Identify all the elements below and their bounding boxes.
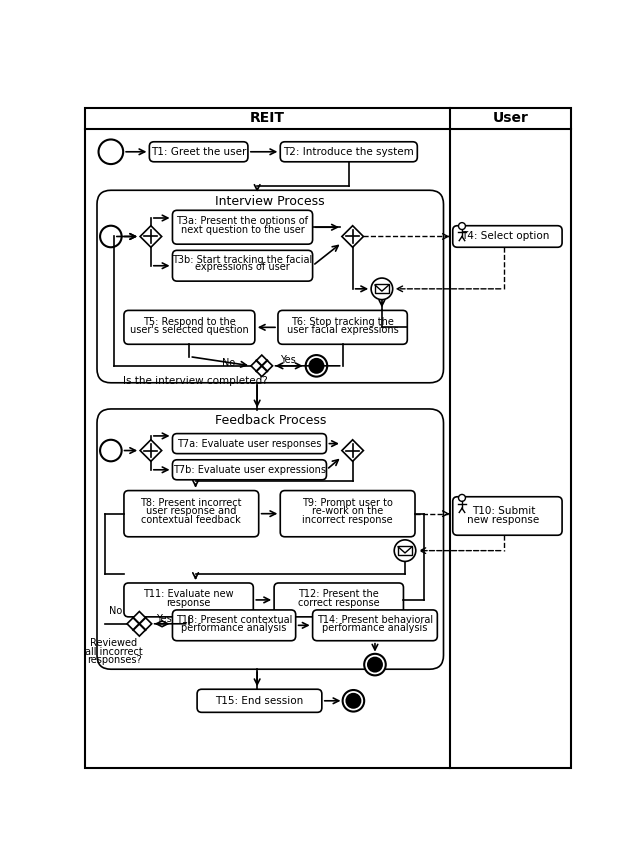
FancyBboxPatch shape bbox=[274, 583, 403, 616]
Circle shape bbox=[364, 654, 386, 675]
Text: new response: new response bbox=[467, 515, 540, 525]
Text: expressions of user: expressions of user bbox=[195, 263, 290, 272]
Text: T15: End session: T15: End session bbox=[215, 696, 303, 706]
Text: Feedback Process: Feedback Process bbox=[214, 414, 326, 427]
Text: T3a: Present the options of: T3a: Present the options of bbox=[177, 216, 308, 226]
FancyBboxPatch shape bbox=[280, 142, 417, 162]
Text: Yes: Yes bbox=[280, 355, 296, 366]
Polygon shape bbox=[342, 225, 364, 247]
Circle shape bbox=[100, 440, 122, 461]
FancyBboxPatch shape bbox=[97, 190, 444, 382]
FancyBboxPatch shape bbox=[312, 610, 437, 641]
Text: T12: Present the: T12: Present the bbox=[298, 589, 379, 599]
Bar bbox=[398, 546, 412, 555]
FancyBboxPatch shape bbox=[172, 211, 312, 244]
FancyBboxPatch shape bbox=[97, 409, 444, 669]
Text: T3b: Start tracking the facial: T3b: Start tracking the facial bbox=[172, 255, 313, 264]
Text: T8: Present incorrect: T8: Present incorrect bbox=[140, 498, 242, 508]
FancyBboxPatch shape bbox=[124, 583, 253, 616]
Circle shape bbox=[458, 494, 465, 501]
Text: T10: Submit: T10: Submit bbox=[472, 505, 535, 516]
Text: response: response bbox=[166, 598, 211, 608]
Text: T6: Stop tracking the: T6: Stop tracking the bbox=[291, 317, 394, 327]
Text: correct response: correct response bbox=[298, 598, 380, 608]
Text: T11: Evaluate new: T11: Evaluate new bbox=[143, 589, 234, 599]
Text: incorrect response: incorrect response bbox=[302, 515, 392, 525]
Polygon shape bbox=[342, 440, 364, 461]
Text: No: No bbox=[109, 606, 122, 616]
FancyBboxPatch shape bbox=[452, 225, 562, 247]
Circle shape bbox=[306, 355, 327, 376]
Text: REIT: REIT bbox=[250, 111, 285, 125]
FancyBboxPatch shape bbox=[172, 460, 326, 479]
Text: T2: Introduce the system: T2: Introduce the system bbox=[284, 147, 414, 157]
Text: No: No bbox=[222, 358, 236, 368]
Circle shape bbox=[342, 690, 364, 712]
Text: responses?: responses? bbox=[86, 655, 141, 665]
Circle shape bbox=[371, 278, 393, 300]
Text: Is the interview completed?: Is the interview completed? bbox=[123, 376, 268, 386]
Text: contextual feedback: contextual feedback bbox=[141, 515, 241, 525]
Polygon shape bbox=[140, 225, 162, 247]
Text: performance analysis: performance analysis bbox=[181, 623, 287, 634]
Text: User: User bbox=[493, 111, 529, 125]
Text: user facial expressions: user facial expressions bbox=[287, 325, 399, 336]
Text: Reviewed: Reviewed bbox=[90, 638, 138, 648]
Text: T1: Greet the user: T1: Greet the user bbox=[151, 147, 246, 157]
FancyBboxPatch shape bbox=[197, 689, 322, 713]
Text: user's selected question: user's selected question bbox=[130, 325, 249, 336]
Text: performance analysis: performance analysis bbox=[323, 623, 428, 634]
Text: T5: Respond to the: T5: Respond to the bbox=[143, 317, 236, 327]
Circle shape bbox=[99, 140, 123, 164]
Polygon shape bbox=[127, 611, 152, 636]
FancyBboxPatch shape bbox=[124, 491, 259, 537]
FancyBboxPatch shape bbox=[172, 251, 312, 281]
Text: re-work on the: re-work on the bbox=[312, 506, 383, 517]
Text: Interview Process: Interview Process bbox=[216, 195, 325, 208]
Text: T7a: Evaluate user responses: T7a: Evaluate user responses bbox=[177, 439, 322, 448]
Text: T9: Prompt user to: T9: Prompt user to bbox=[302, 498, 393, 508]
Circle shape bbox=[100, 225, 122, 247]
FancyBboxPatch shape bbox=[278, 310, 407, 344]
Polygon shape bbox=[251, 355, 273, 376]
Circle shape bbox=[346, 694, 360, 707]
Text: next question to the user: next question to the user bbox=[180, 225, 305, 235]
Text: T4: Select option: T4: Select option bbox=[461, 231, 549, 242]
Circle shape bbox=[458, 223, 465, 230]
Circle shape bbox=[368, 658, 382, 672]
Text: T7b: Evaluate user expressions: T7b: Evaluate user expressions bbox=[173, 465, 326, 475]
FancyBboxPatch shape bbox=[149, 142, 248, 162]
Bar bbox=[375, 284, 389, 293]
FancyBboxPatch shape bbox=[172, 434, 326, 453]
FancyBboxPatch shape bbox=[172, 610, 296, 641]
Text: T13: Present contextual: T13: Present contextual bbox=[176, 615, 292, 625]
Circle shape bbox=[310, 359, 323, 373]
Text: T14: Present behavioral: T14: Present behavioral bbox=[317, 615, 433, 625]
Text: Yes: Yes bbox=[156, 614, 172, 624]
FancyBboxPatch shape bbox=[452, 497, 562, 535]
Text: all incorrect: all incorrect bbox=[85, 647, 143, 656]
FancyBboxPatch shape bbox=[280, 491, 415, 537]
FancyBboxPatch shape bbox=[124, 310, 255, 344]
Polygon shape bbox=[140, 440, 162, 461]
Text: user response and: user response and bbox=[146, 506, 236, 517]
Circle shape bbox=[394, 540, 416, 562]
